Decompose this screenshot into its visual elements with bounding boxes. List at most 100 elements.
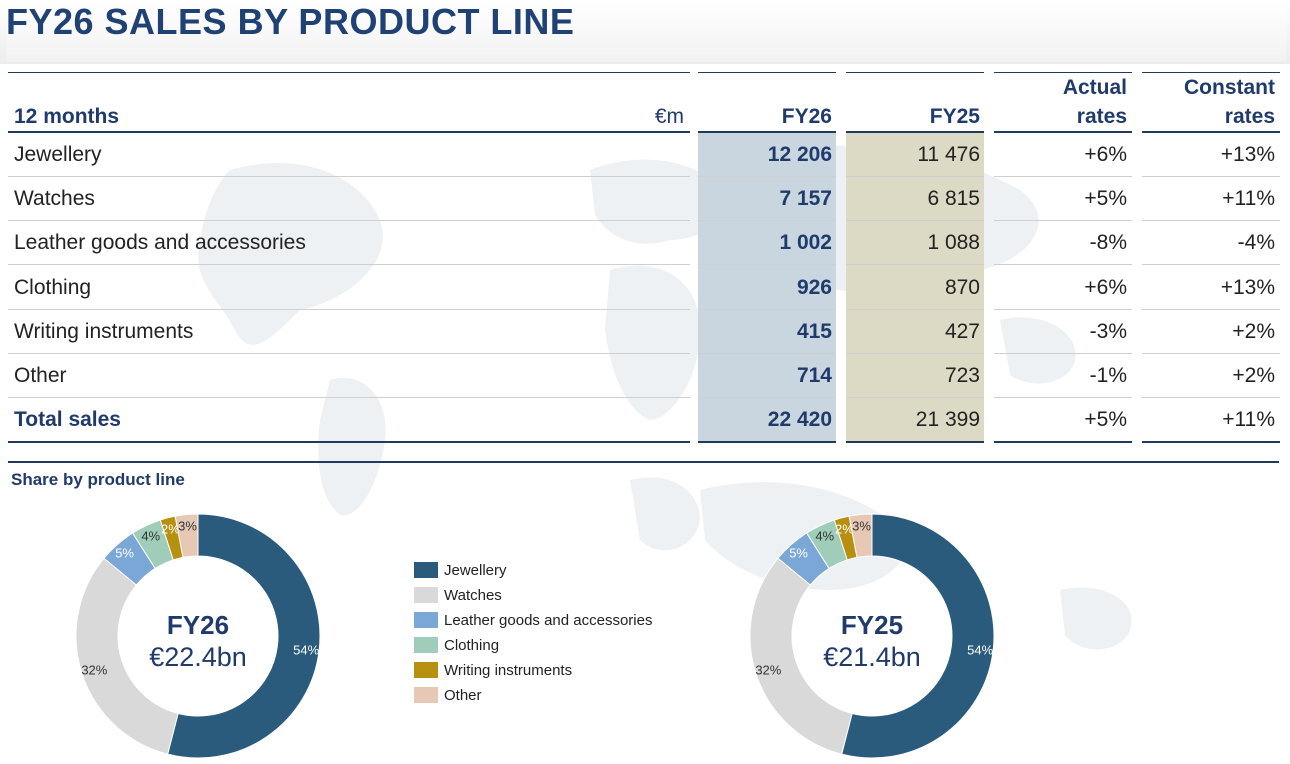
fy25-value: 723	[944, 364, 980, 387]
row-divider	[8, 397, 690, 398]
header-constant-line1: Constant	[1184, 76, 1275, 99]
row-divider	[8, 220, 690, 221]
row-divider	[846, 264, 984, 265]
row-divider	[8, 264, 690, 265]
donut-center-value: €21.4bn	[823, 642, 921, 672]
header-unit: €m	[654, 105, 684, 128]
fy26-value: 12 206	[767, 143, 832, 166]
row-divider	[846, 309, 984, 310]
header-period: 12 months	[14, 105, 120, 128]
actual-rates-value: +5%	[1084, 408, 1127, 431]
row-divider	[994, 176, 1132, 177]
header-fy26: FY26	[781, 105, 832, 128]
fy26-value: 415	[796, 320, 832, 343]
donut-slice-label: 32%	[755, 663, 781, 678]
donut-slice-label: 3%	[852, 518, 871, 533]
legend-swatch	[414, 612, 438, 628]
row-divider	[1142, 176, 1280, 177]
legend-label: Jewellery	[444, 562, 507, 579]
donut-slice	[75, 557, 179, 755]
row-divider	[994, 264, 1132, 265]
constant-rates-value: +11%	[1222, 187, 1275, 210]
row-divider	[846, 353, 984, 354]
footer-rule	[994, 441, 1132, 443]
legend-label: Clothing	[444, 637, 500, 654]
header-actual-line2: rates	[1076, 105, 1127, 128]
share-section-title: Share by product line	[11, 470, 185, 489]
donut-slice	[841, 513, 995, 759]
fy25-column-shade	[846, 132, 984, 442]
row-label: Total sales	[14, 408, 121, 431]
donut-slice-label: 2%	[835, 521, 854, 536]
fy26-value: 1 002	[779, 231, 832, 254]
footer-rule	[698, 441, 836, 443]
legend-label: Writing instruments	[444, 662, 573, 679]
actual-rates-value: +5%	[1084, 187, 1127, 210]
header-rule	[698, 131, 836, 133]
fy25-donut-chart: 54% 32% 5% 4% 2%3% FY25€21.4bn	[749, 513, 995, 759]
fy25-value: 1 088	[927, 231, 980, 254]
slide-title: FY26 SALES BY PRODUCT LINE	[6, 0, 1286, 62]
row-divider	[846, 220, 984, 221]
fy26-value: 714	[796, 364, 832, 387]
footer-rule	[1142, 441, 1280, 443]
actual-rates-value: -3%	[1089, 320, 1127, 343]
fy25-value: 11 476	[917, 143, 980, 166]
row-label: Other	[14, 364, 67, 387]
constant-rates-value: +2%	[1232, 320, 1275, 343]
fy26-donut-chart: 54% 32% 5% 4% 2%3% FY26€22.4bn	[75, 513, 321, 759]
header-rule	[846, 131, 984, 133]
constant-rates-value: -4%	[1237, 231, 1275, 254]
row-divider	[846, 176, 984, 177]
row-divider	[698, 176, 836, 177]
fy25-value: 427	[944, 320, 980, 343]
row-divider	[698, 264, 836, 265]
legend-swatch	[414, 562, 438, 578]
donut-slice-label: 54%	[967, 643, 993, 658]
donut-slice	[848, 513, 873, 559]
column-top-rule	[698, 72, 836, 73]
row-label: Jewellery	[14, 143, 102, 166]
row-divider	[698, 220, 836, 221]
header-rule	[1142, 131, 1280, 133]
row-label: Leather goods and accessories	[14, 231, 306, 254]
row-divider	[1142, 353, 1280, 354]
row-divider	[994, 397, 1132, 398]
fy26-column-shade	[698, 132, 836, 442]
donut-slice	[749, 557, 853, 755]
donut-slice-label: 5%	[789, 546, 808, 561]
header-fy25: FY25	[929, 105, 980, 128]
header-actual-line1: Actual	[1062, 76, 1127, 99]
donut-center-title: FY25	[841, 610, 903, 640]
row-divider	[8, 309, 690, 310]
column-top-rule	[846, 72, 984, 73]
fy26-value: 22 420	[767, 408, 832, 431]
fy25-value: 870	[944, 276, 980, 299]
row-divider	[846, 397, 984, 398]
fy25-value: 6 815	[927, 187, 980, 210]
row-label: Clothing	[14, 276, 92, 299]
footer-rule	[846, 441, 984, 443]
row-divider	[994, 220, 1132, 221]
donut-slice-label: 4%	[141, 529, 160, 544]
row-divider	[994, 309, 1132, 310]
legend-label: Watches	[444, 587, 502, 604]
legend-swatch	[414, 687, 438, 703]
actual-rates-value: -1%	[1089, 364, 1127, 387]
donut-slice-label: 32%	[81, 663, 107, 678]
row-label: Writing instruments	[14, 320, 194, 343]
donut-slice-label: 4%	[815, 529, 834, 544]
row-divider	[698, 397, 836, 398]
share-section-rule	[8, 461, 1279, 463]
row-divider	[8, 176, 690, 177]
column-top-rule	[994, 72, 1132, 73]
actual-rates-value: -8%	[1089, 231, 1127, 254]
constant-rates-value: +11%	[1222, 408, 1275, 431]
fy26-value: 7 157	[779, 187, 832, 210]
donut-center-value: €22.4bn	[149, 642, 247, 672]
fy26-value: 926	[796, 276, 832, 299]
legend-swatch	[414, 587, 438, 603]
donut-slice	[174, 513, 199, 559]
row-divider	[994, 353, 1132, 354]
